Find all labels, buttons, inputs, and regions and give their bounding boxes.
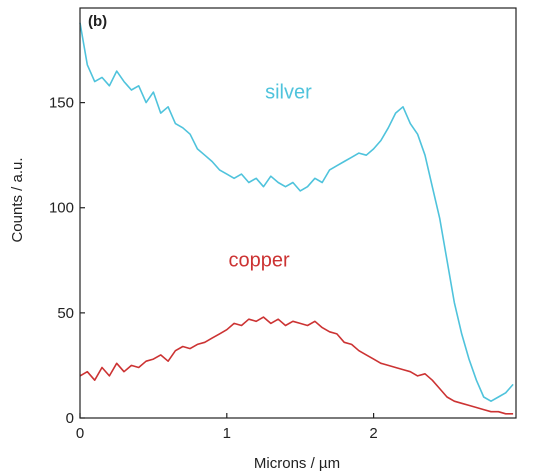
copper-series-label: copper: [229, 250, 290, 272]
panel-label: (b): [88, 13, 107, 30]
silver-series-label: silver: [265, 81, 312, 103]
y-tick-label: 0: [66, 410, 74, 427]
y-tick-label: 100: [49, 200, 74, 217]
x-tick-label: 1: [223, 425, 231, 442]
axes: 0 1 2 0 50 100 150: [49, 7, 517, 442]
y-axis-title: Counts / a.u.: [9, 157, 26, 242]
y-tick-label: 150: [49, 95, 74, 112]
x-tick-label: 2: [369, 425, 377, 442]
labels: (b) Microns / µm Counts / a.u. silver cop…: [9, 13, 340, 472]
plot-lines: [79, 22, 514, 415]
silver-series-line: [79, 22, 514, 403]
copper-series-line: [79, 316, 514, 415]
x-axis-title: Microns / µm: [254, 455, 340, 472]
plot-frame: [79, 7, 517, 419]
y-tick-label: 50: [57, 305, 74, 322]
x-tick-label: 0: [76, 425, 84, 442]
